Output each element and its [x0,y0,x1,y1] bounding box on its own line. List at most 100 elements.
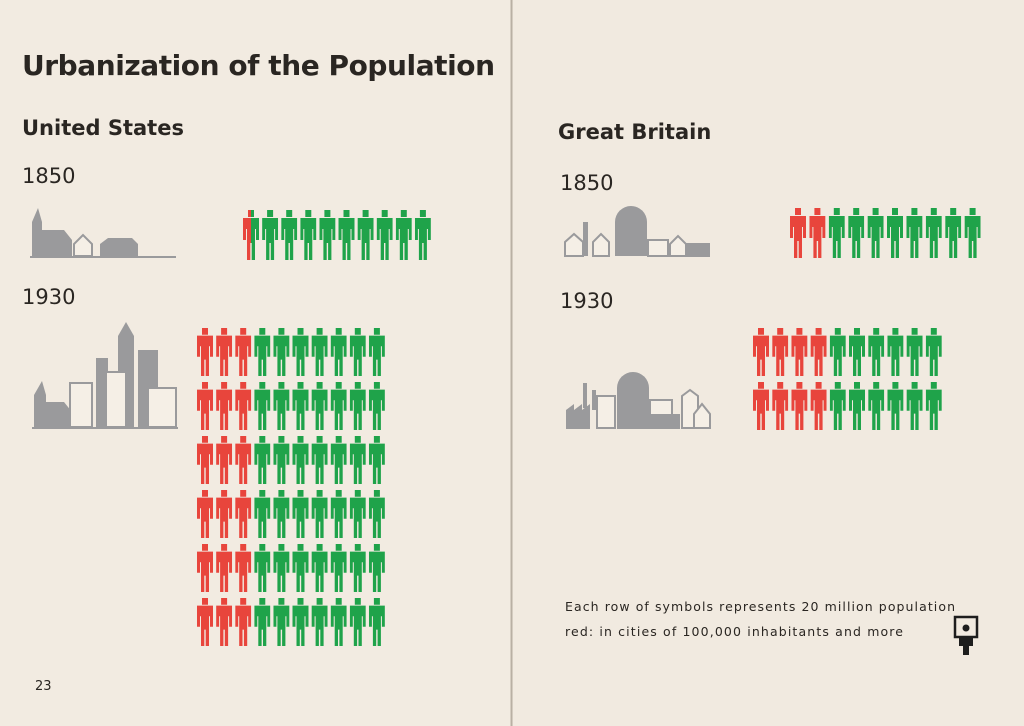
urban-figure [197,328,213,376]
other-figure [273,490,290,538]
other-figure [925,328,942,376]
other-figure [311,544,328,592]
urban-figure [753,328,769,376]
other-figure [254,436,271,484]
other-figure [292,544,309,592]
other-figure [292,598,309,646]
other-figure [906,382,923,430]
urban-figure [235,544,252,592]
village-icon [30,208,176,258]
urban-figure [216,490,233,538]
urban-figure [772,382,789,430]
other-figure [829,382,846,430]
other-figure [887,208,903,258]
urban-figure [235,598,252,646]
other-figure [311,436,328,484]
other-figure [330,490,347,538]
urban-figure [216,436,233,484]
other-figure [292,436,309,484]
other-figure [349,328,366,376]
other-figure [349,382,366,430]
other-figure [368,490,385,538]
title: Urbanization of the Population [22,49,495,82]
urban-figure [197,598,213,646]
other-figure [349,598,366,646]
other-figure [349,436,366,484]
city-icon [32,322,178,429]
urban-figure [235,436,252,484]
town-icon [564,206,710,257]
other-figure [319,210,336,260]
other-figure [254,598,271,646]
other-figure [311,490,328,538]
legend-line: Each row of symbols represents 20 millio… [565,599,955,614]
other-figure [349,490,366,538]
urban-figure [809,208,826,258]
figure-row [197,328,385,376]
other-figure [273,328,290,376]
other-figure [311,328,328,376]
other-figure [273,544,290,592]
other-figure [254,490,271,538]
year-label: 1850 [22,164,75,188]
figure-row [790,208,981,258]
urban-figure [810,328,827,376]
country-name: Great Britain [558,120,711,144]
town-icon [566,372,711,429]
urban-figure [791,382,808,430]
urban-figure [216,328,233,376]
other-figure [887,382,904,430]
other-figure [254,544,271,592]
left-page [0,0,511,726]
other-figure [330,544,347,592]
other-figure [311,598,328,646]
other-figure [945,208,962,258]
year-label: 1930 [560,289,613,313]
urban-figure [216,382,233,430]
urban-figure [197,544,213,592]
other-figure [292,382,309,430]
urban-figure [810,382,827,430]
urban-figure [235,490,252,538]
other-figure [368,328,385,376]
urban-figure [772,328,789,376]
publisher-icon [953,615,979,655]
figure-row [197,490,385,538]
other-figure [887,328,904,376]
other-figure [368,598,385,646]
other-figure [376,210,393,260]
urban-figure [235,382,252,430]
other-figure [330,598,347,646]
country-name: United States [22,116,184,140]
right-page [513,0,1024,726]
legend-line: red: in cities of 100,000 inhabitants an… [565,624,903,639]
other-figure [868,328,885,376]
other-figure [254,382,271,430]
other-figure [273,382,290,430]
other-figure [829,328,846,376]
other-figure [828,208,845,258]
year-label: 1930 [22,285,75,309]
other-figure [357,210,374,260]
other-figure [311,382,328,430]
figure-row [197,544,385,592]
urban-figure [790,208,806,258]
figure-row [243,210,431,260]
other-figure [349,544,366,592]
other-figure [906,328,923,376]
other-figure [868,382,885,430]
urban-figure [197,382,213,430]
other-figure [338,210,355,260]
other-figure [849,382,865,430]
other-figure [414,210,431,260]
year-label: 1850 [560,171,613,195]
other-figure [292,490,309,538]
other-figure [368,544,385,592]
figure-row [753,328,942,376]
other-figure [281,210,298,260]
other-figure [867,208,884,258]
other-figure [848,208,865,258]
other-figure [368,382,385,430]
other-figure [925,208,942,258]
